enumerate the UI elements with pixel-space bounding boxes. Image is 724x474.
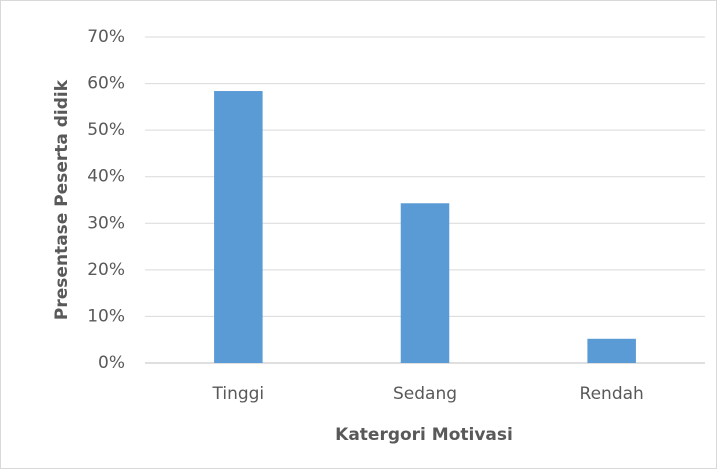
y-tick-label: 50% (87, 120, 125, 140)
y-tick-label: 30% (87, 213, 125, 233)
x-axis-title: Katergori Motivasi (335, 425, 513, 445)
x-tick-label: Rendah (580, 384, 644, 404)
chart-frame (0, 0, 717, 469)
y-tick-label: 10% (87, 306, 125, 326)
y-tick-label: 40% (87, 167, 125, 187)
y-tick-label: 20% (87, 260, 125, 280)
x-tick-label: Sedang (393, 384, 457, 404)
y-axis-title: Presentase Peserta didik (52, 79, 72, 320)
y-tick-label: 70% (87, 27, 125, 47)
y-tick-label: 0% (98, 353, 125, 373)
bar (587, 338, 636, 363)
bar (214, 91, 263, 363)
y-tick-label: 60% (87, 74, 125, 94)
bar (400, 203, 450, 363)
x-tick-label: Tinggi (211, 384, 264, 404)
